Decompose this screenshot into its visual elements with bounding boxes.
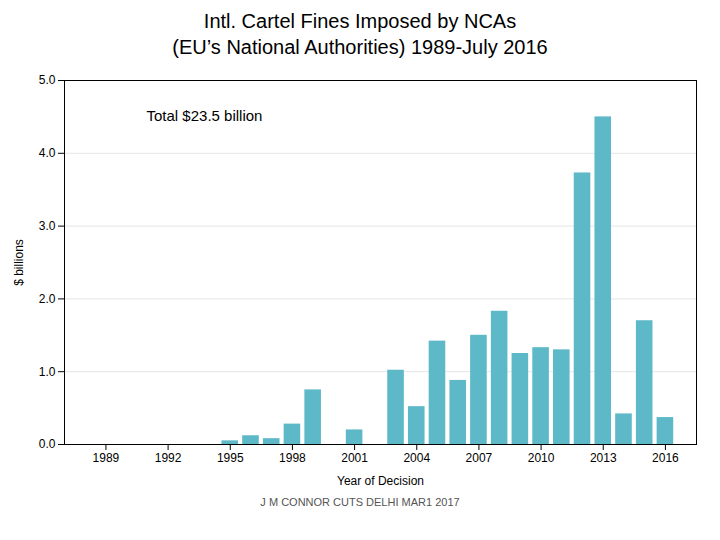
- html-text:Intl. Cartel Fines Imposed by: Intl. Cartel Fines Imposed by NCAs: [203, 10, 517, 32]
- svg-text:2010: 2010: [528, 451, 555, 465]
- svg-text:5.0: 5.0: [39, 73, 56, 87]
- svg-text:3.0: 3.0: [39, 219, 56, 233]
- svg-text:1989: 1989: [93, 451, 120, 465]
- svg-text:1992: 1992: [155, 451, 182, 465]
- html-text:(EU’s National Authorities) 19: (EU’s National Authorities) 1989-July 20…: [172, 36, 548, 58]
- svg-text:2013: 2013: [590, 451, 617, 465]
- svg-text:2016: 2016: [652, 451, 679, 465]
- svg-text:2.0: 2.0: [39, 292, 56, 306]
- svg-text:2007: 2007: [466, 451, 493, 465]
- html-text:J M CONNOR CUTS DELHI MAR1 201: J M CONNOR CUTS DELHI MAR1 2017: [260, 496, 460, 508]
- svg-text:1998: 1998: [279, 451, 306, 465]
- svg-text:1995: 1995: [217, 451, 244, 465]
- svg-text:1.0: 1.0: [39, 365, 56, 379]
- svg-text:Year of Decision: Year of Decision: [337, 474, 424, 488]
- svg-text:$ billions: $ billions: [12, 239, 26, 286]
- svg-text:4.0: 4.0: [39, 146, 56, 160]
- svg-text:2004: 2004: [403, 451, 430, 465]
- svg-text:2001: 2001: [341, 451, 368, 465]
- svg-text:Total $23.5 billion: Total $23.5 billion: [147, 107, 263, 124]
- svg-text:0.0: 0.0: [39, 437, 56, 451]
